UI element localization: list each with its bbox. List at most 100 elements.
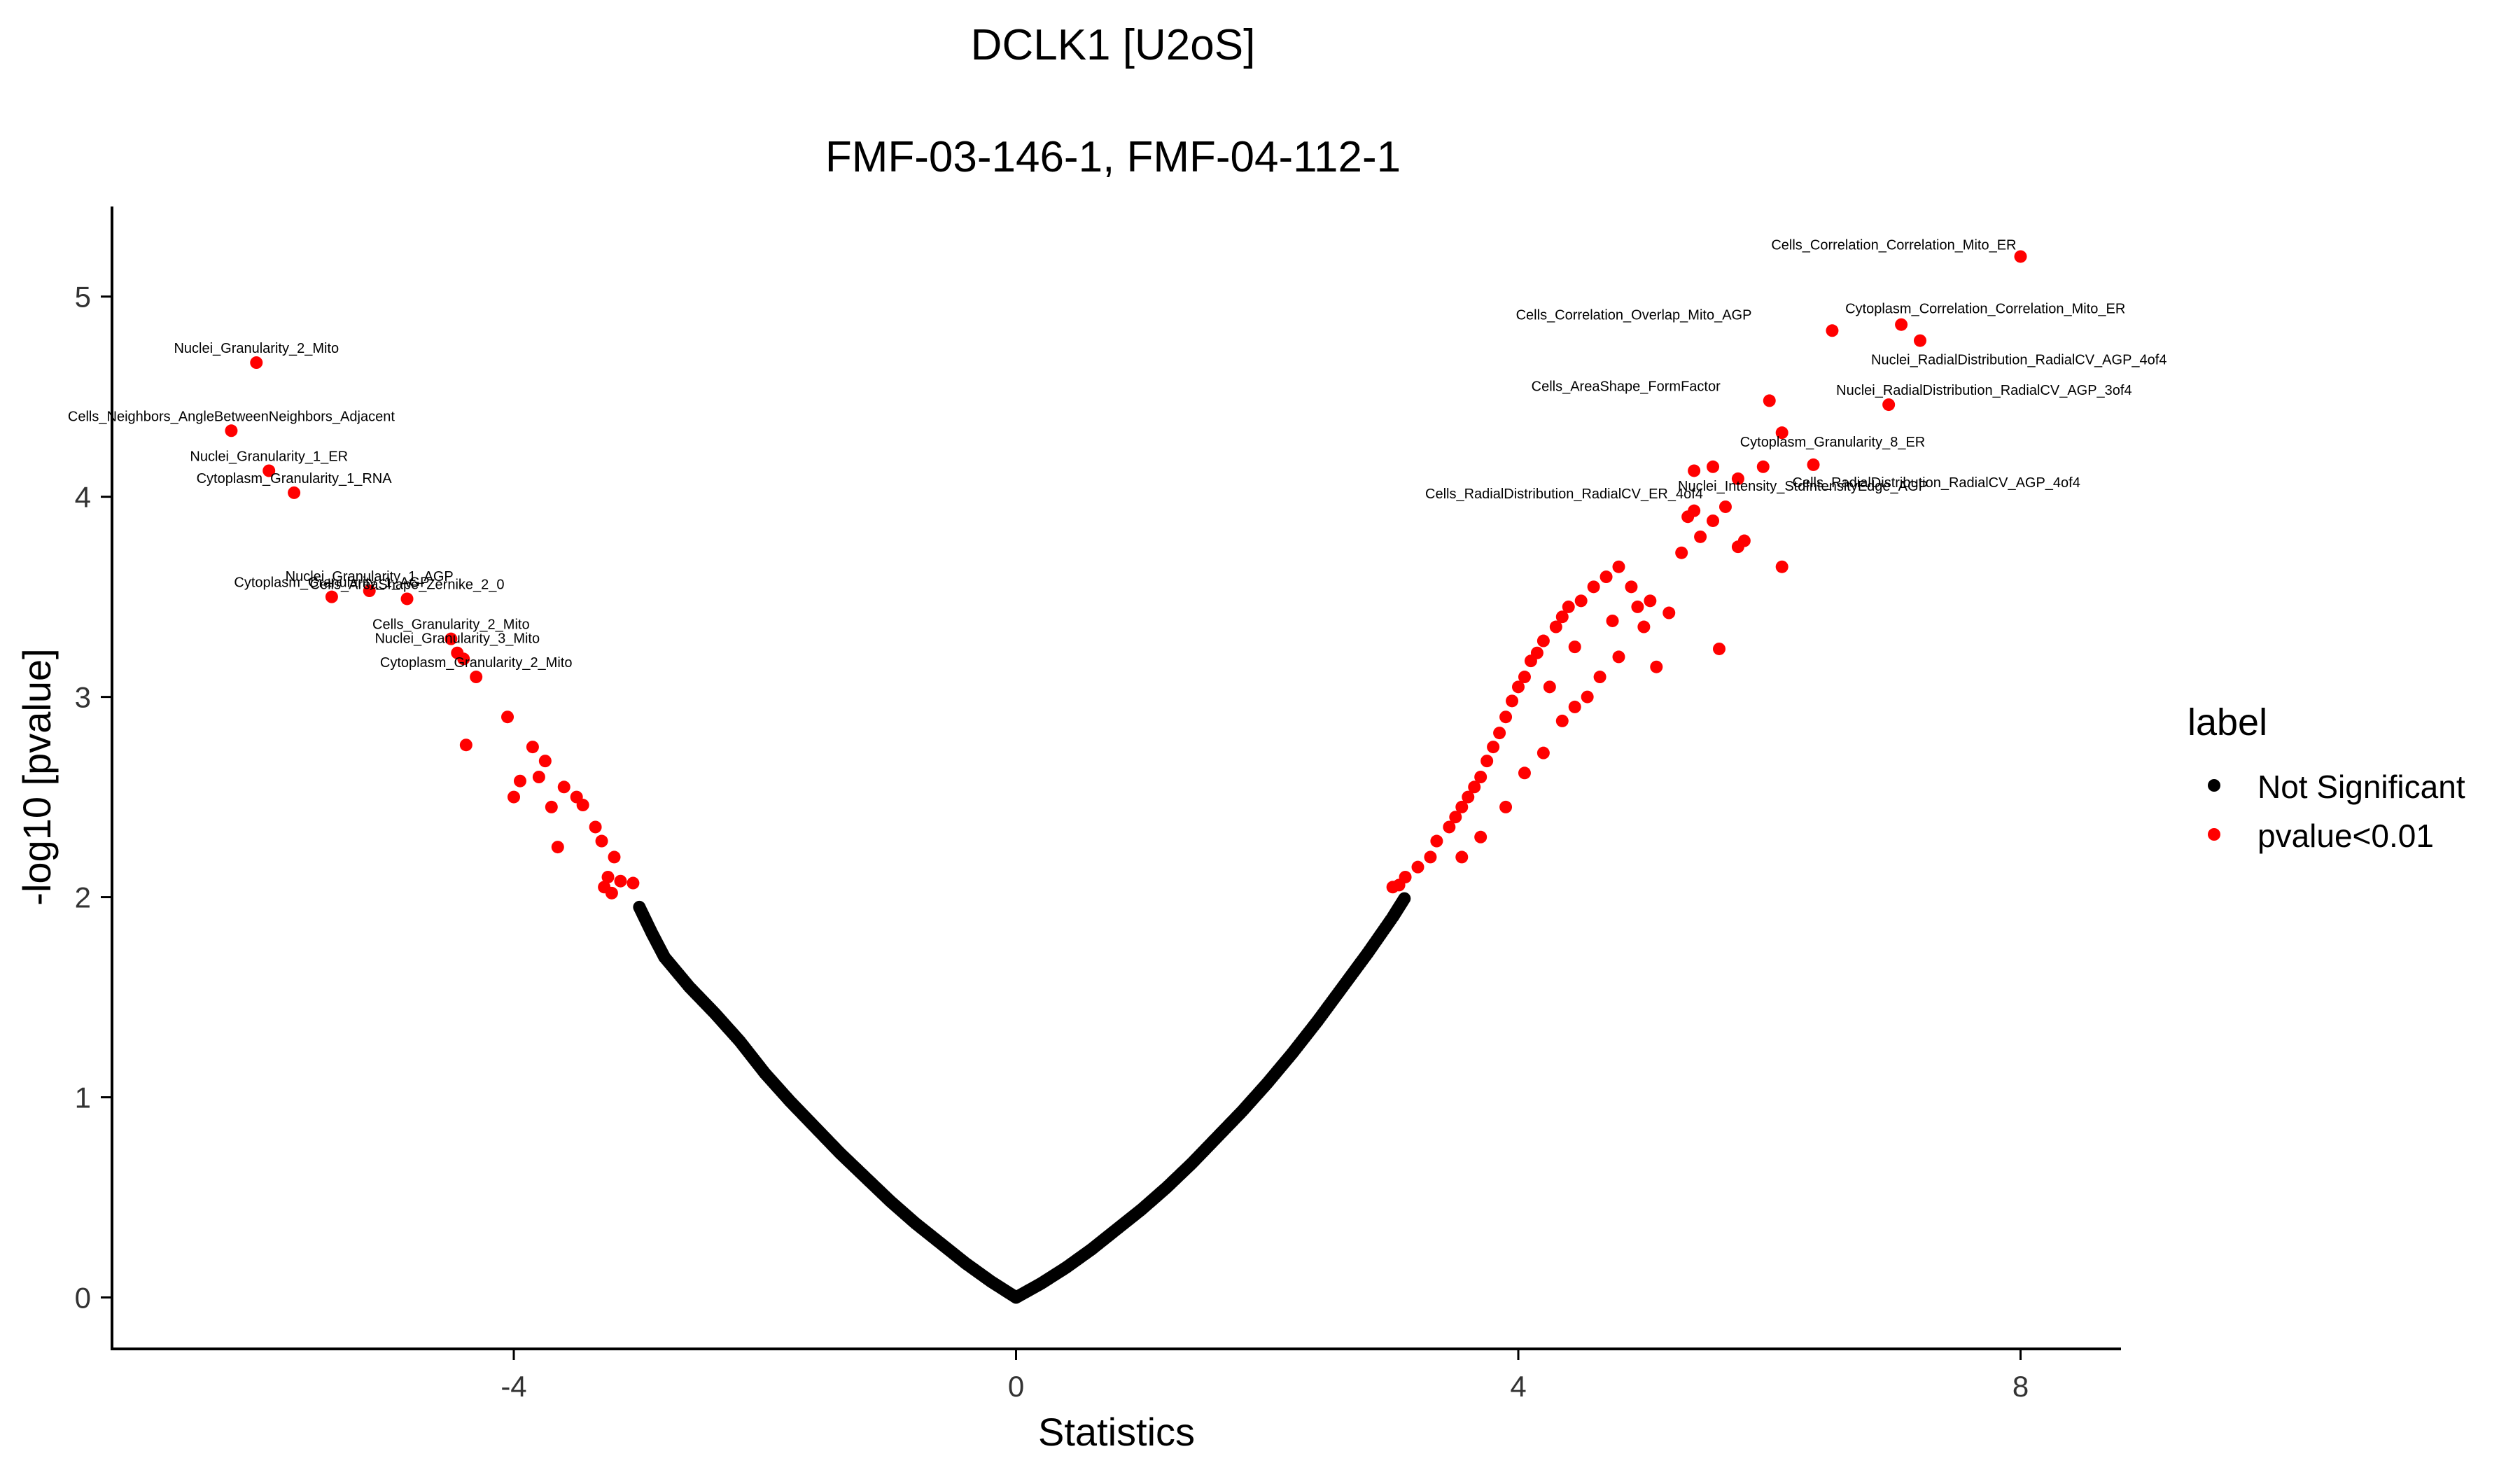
point-significant xyxy=(1555,610,1569,624)
x-tick-label: -4 xyxy=(500,1370,526,1403)
point-significant xyxy=(1455,850,1469,864)
point-significant xyxy=(1549,620,1562,634)
point-labels: Cells_Correlation_Correlation_Mito_ER Cel… xyxy=(68,237,2167,671)
point-significant xyxy=(608,850,621,864)
point-significant xyxy=(1688,464,1701,477)
point-label: Nuclei_Granularity_3_Mito xyxy=(374,631,540,647)
legend-label-significant: pvalue<0.01 xyxy=(2258,818,2434,854)
point-label: Cells_Neighbors_AngleBetweenNeighbors_Ad… xyxy=(68,409,395,424)
point-significant xyxy=(605,886,618,899)
point-significant xyxy=(1914,334,1926,347)
point-significant xyxy=(1826,324,1839,337)
point-significant xyxy=(2014,250,2027,263)
point-significant xyxy=(614,874,627,888)
point-significant xyxy=(532,771,545,783)
point-significant xyxy=(545,800,558,813)
x-tick-label: 8 xyxy=(2012,1370,2029,1403)
point-significant xyxy=(595,834,608,848)
y-axis-ticks: 0 1 2 3 4 5 xyxy=(75,281,112,1315)
point-label: Nuclei_Intensity_StdIntensityEdge_AGP xyxy=(1678,479,1928,494)
point-significant xyxy=(1462,790,1475,804)
point-significant xyxy=(250,356,263,370)
legend: label Not Significant pvalue<0.01 xyxy=(2188,701,2465,854)
point-significant xyxy=(1612,560,1625,573)
point-significant xyxy=(1718,500,1732,513)
legend-marker-significant xyxy=(2208,828,2220,841)
point-label: Cells_AreaShape_Zernike_2_0 xyxy=(310,577,505,592)
point-label: Nuclei_RadialDistribution_RadialCV_AGP_4… xyxy=(1871,353,2166,368)
point-significant xyxy=(1587,580,1600,594)
point-significant xyxy=(1568,700,1581,713)
point-label: Cells_RadialDistribution_RadialCV_ER_4of… xyxy=(1425,486,1703,502)
point-label: Cells_AreaShape_FormFactor xyxy=(1532,379,1721,394)
y-axis-label: -log10 [pvalue] xyxy=(15,648,59,905)
point-significant xyxy=(457,652,470,666)
legend-label-not-significant: Not Significant xyxy=(2258,769,2465,805)
point-significant xyxy=(1707,514,1720,527)
point-significant xyxy=(1468,780,1481,794)
point-significant xyxy=(626,876,640,890)
point-significant xyxy=(1474,771,1488,783)
point-significant xyxy=(1713,642,1726,655)
point-significant xyxy=(325,590,338,603)
point-significant xyxy=(1536,634,1550,648)
plot-area: Cells_Correlation_Correlation_Mito_ER Cel… xyxy=(68,237,2167,1304)
point-significant xyxy=(1694,530,1707,543)
x-axis-label: Statistics xyxy=(1038,1410,1195,1454)
point-significant xyxy=(1455,800,1469,813)
point-significant xyxy=(1530,646,1544,659)
point-significant xyxy=(513,774,526,788)
point-significant xyxy=(557,780,570,794)
point-significant xyxy=(1424,850,1437,864)
point-significant xyxy=(1443,820,1456,834)
legend-title: label xyxy=(2188,701,2267,743)
point-significant xyxy=(1625,580,1638,594)
point-significant xyxy=(1518,766,1531,780)
point-significant xyxy=(1574,594,1588,608)
point-significant xyxy=(1807,458,1820,471)
chart-subtitle: FMF-03-146-1, FMF-04-112-1 xyxy=(825,133,1401,181)
point-significant xyxy=(1499,710,1513,724)
point-significant xyxy=(551,841,564,854)
point-label: Cytoplasm_Granularity_8_ER xyxy=(1740,435,1926,450)
point-significant xyxy=(1518,671,1531,684)
point-significant xyxy=(1555,714,1569,727)
point-significant xyxy=(526,741,539,754)
y-tick-label: 3 xyxy=(75,681,91,714)
point-significant xyxy=(1763,394,1776,407)
point-significant xyxy=(1775,426,1788,440)
point-significant xyxy=(459,738,472,752)
point-label: Nuclei_RadialDistribution_RadialCV_AGP_3… xyxy=(1836,383,2132,398)
point-significant xyxy=(444,632,458,645)
point-significant xyxy=(1581,690,1594,704)
point-significant xyxy=(507,790,520,804)
point-significant xyxy=(1493,727,1506,740)
legend-marker-not-significant xyxy=(2208,779,2220,792)
point-significant xyxy=(1637,620,1651,634)
point-significant xyxy=(1449,811,1462,824)
point-significant xyxy=(1707,460,1720,473)
point-label: Cells_Correlation_Correlation_Mito_ER xyxy=(1771,237,2016,253)
point-significant xyxy=(1644,594,1657,608)
point-significant xyxy=(1512,680,1525,694)
point-label: Nuclei_Granularity_2_Mito xyxy=(174,341,339,356)
point-significant xyxy=(1688,504,1701,517)
x-tick-label: 4 xyxy=(1510,1370,1526,1403)
point-significant xyxy=(1568,640,1581,654)
point-label: Cytoplasm_Correlation_Correlation_Mito_E… xyxy=(1845,302,2125,317)
point-label: Nuclei_Granularity_1_AGP xyxy=(286,569,454,584)
point-significant xyxy=(1562,600,1575,613)
point-label: Cytoplasm_Granularity_1_RNA xyxy=(197,471,393,486)
point-significant xyxy=(538,755,552,768)
point-significant xyxy=(1631,600,1644,613)
point-significant xyxy=(1543,680,1556,694)
point-significant xyxy=(1737,534,1751,547)
point-significant xyxy=(576,799,589,812)
point-significant xyxy=(1606,614,1619,627)
point-label: Nuclei_Granularity_1_ER xyxy=(190,449,348,464)
x-axis-ticks: -4 0 4 8 xyxy=(500,1349,2029,1403)
point-significant xyxy=(1731,472,1744,485)
y-tick-label: 0 xyxy=(75,1282,91,1315)
point-significant xyxy=(1650,660,1663,673)
